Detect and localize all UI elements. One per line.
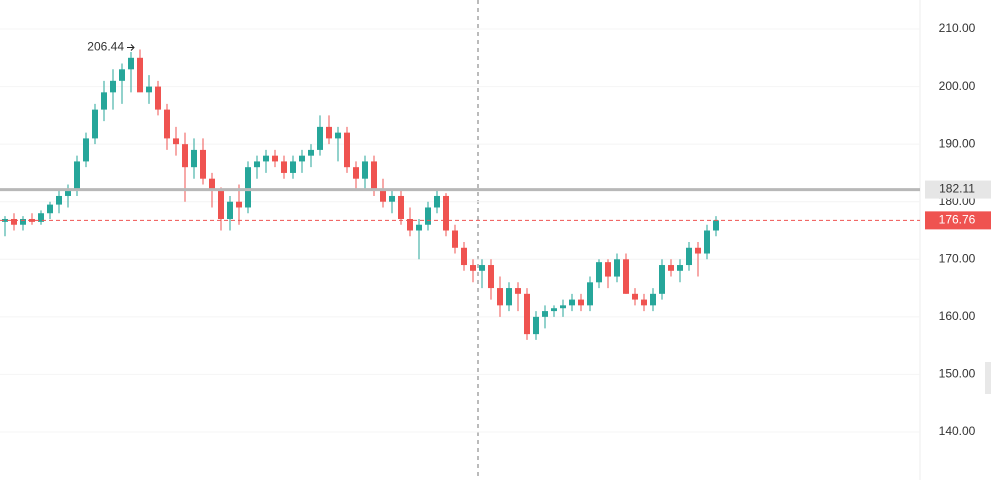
y-tick-label: 210.00 xyxy=(939,21,976,35)
candle-body xyxy=(20,218,26,225)
candle-body xyxy=(515,288,521,294)
candle-body xyxy=(128,57,134,70)
candle-body xyxy=(308,149,314,156)
candle-body xyxy=(596,262,602,283)
candle-body xyxy=(101,92,107,110)
candle-body xyxy=(623,259,629,294)
candle-body xyxy=(614,259,620,277)
candle-body xyxy=(65,190,71,196)
candle-body xyxy=(362,161,368,179)
candle-body xyxy=(578,299,584,306)
candle-body xyxy=(227,201,233,219)
candle-body xyxy=(218,190,224,219)
candle-body xyxy=(695,247,701,254)
candle-body xyxy=(56,195,62,205)
candle-body xyxy=(245,167,251,208)
candle-body xyxy=(281,161,287,173)
candle-body xyxy=(551,308,557,312)
y-tick-label: 190.00 xyxy=(939,136,976,150)
horizontal-line-label-box xyxy=(925,180,991,199)
candle-body xyxy=(317,126,323,150)
candle-body xyxy=(506,288,512,306)
y-tick-label: 170.00 xyxy=(939,251,976,265)
candle-body xyxy=(461,247,467,266)
candle-body xyxy=(389,195,395,202)
candle-body xyxy=(263,155,269,162)
candle-body xyxy=(641,299,647,306)
candle-body xyxy=(344,132,350,168)
y-tick-label: 160.00 xyxy=(939,309,976,323)
candle-body xyxy=(299,155,305,162)
candle-body xyxy=(209,178,215,191)
high-marker-label: 206.44 xyxy=(87,40,124,54)
candle-body xyxy=(164,109,170,139)
candle-body xyxy=(74,161,80,191)
candle-body xyxy=(236,201,242,208)
candle-body xyxy=(272,155,278,162)
candle-body xyxy=(560,305,566,309)
candle-body xyxy=(47,204,53,214)
candle-body xyxy=(407,218,413,231)
candle-body xyxy=(533,316,539,335)
candle-body xyxy=(650,293,656,306)
candle-body xyxy=(686,247,692,266)
y-tick-label: 150.00 xyxy=(939,367,976,381)
candle-body xyxy=(668,265,674,271)
price-label: 176.76 xyxy=(939,213,976,227)
candle-body xyxy=(569,299,575,306)
candle-body xyxy=(443,195,449,231)
candle-body xyxy=(290,161,296,173)
scroll-handle[interactable] xyxy=(985,362,991,394)
y-tick-label: 140.00 xyxy=(939,424,976,438)
candle-body xyxy=(2,218,8,222)
price-label-box xyxy=(925,211,991,230)
candle-body xyxy=(254,161,260,168)
candle-body xyxy=(155,86,161,110)
candle-body xyxy=(713,220,719,231)
candle-body xyxy=(479,265,485,271)
candle-body xyxy=(182,144,188,168)
candle-body xyxy=(92,109,98,139)
candle-body xyxy=(425,207,431,225)
candle-body xyxy=(605,262,611,277)
candle-body xyxy=(11,218,17,225)
candle-body xyxy=(173,138,179,145)
candle-body xyxy=(146,86,152,93)
candle-body xyxy=(470,265,476,271)
candle-body xyxy=(416,224,422,231)
candle-body xyxy=(29,218,35,222)
candle-body xyxy=(326,126,332,139)
candle-body xyxy=(137,57,143,93)
candle-body xyxy=(524,293,530,335)
candle-body xyxy=(452,230,458,248)
candle-body xyxy=(200,149,206,179)
candle-body xyxy=(110,80,116,93)
candle-body xyxy=(497,288,503,306)
candle-body xyxy=(371,161,377,191)
candle-body xyxy=(704,230,710,254)
y-tick-label: 200.00 xyxy=(939,79,976,93)
candle-body xyxy=(488,265,494,289)
candle-body xyxy=(83,138,89,162)
candle-body xyxy=(353,167,359,179)
candle-body xyxy=(335,132,341,139)
candle-body xyxy=(632,293,638,300)
candle-body xyxy=(398,195,404,219)
high-marker-arrow xyxy=(127,44,135,51)
candle-body xyxy=(659,265,665,294)
candle-body xyxy=(587,282,593,306)
candle-body xyxy=(542,311,548,317)
candle-body xyxy=(38,213,44,222)
candle-body xyxy=(434,195,440,208)
candle-body xyxy=(191,149,197,168)
candle-body xyxy=(677,265,683,271)
candle-body xyxy=(380,190,386,202)
candle-body xyxy=(119,69,125,81)
horizontal-line-label: 182.11 xyxy=(939,182,975,196)
